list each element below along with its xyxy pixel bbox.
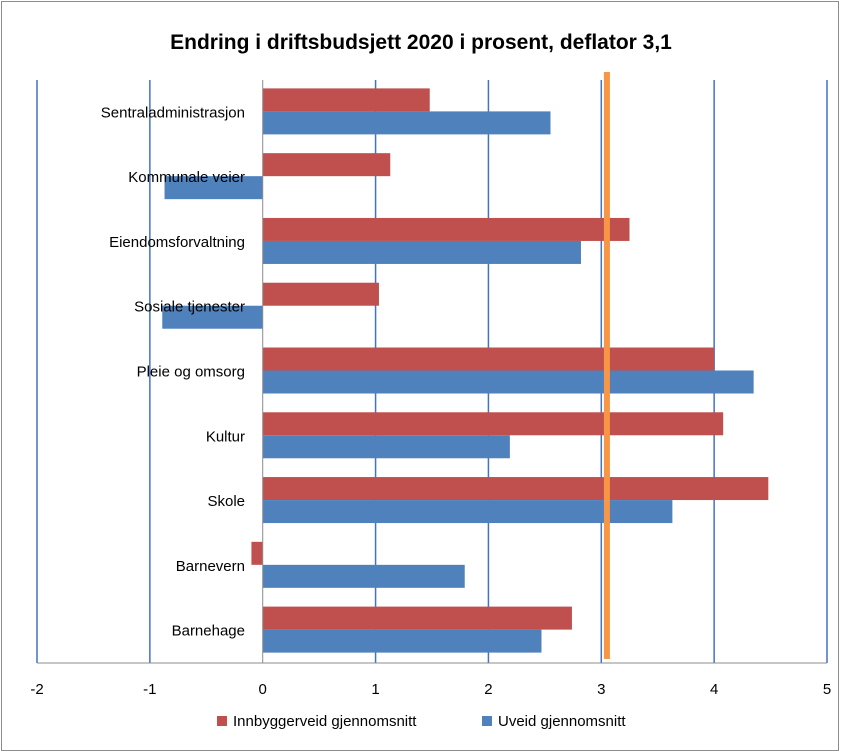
- bar-innbyggerveid: [262, 347, 715, 371]
- legend-swatch: [217, 716, 227, 726]
- bar-innbyggerveid: [262, 412, 724, 436]
- bar-innbyggerveid: [262, 88, 430, 112]
- x-tick-label: 3: [597, 681, 605, 698]
- bar-uveid: [262, 435, 510, 459]
- bar-uveid: [262, 111, 551, 135]
- axes: -2 -1 0 1 2 3 4 5 Sentraladministrasjon Kommunale…: [30, 80, 831, 698]
- bar-uveid: [262, 564, 465, 588]
- bar-innbyggerveid: [262, 606, 572, 630]
- bar-uveid: [262, 240, 581, 264]
- legend-label: Innbyggerveid gjennomsnitt: [233, 713, 417, 730]
- x-tick-label: -2: [30, 681, 43, 698]
- category-label: Barnevern: [176, 558, 245, 575]
- bar-innbyggerveid: [262, 153, 391, 177]
- x-tick-label: -1: [143, 681, 156, 698]
- x-tick-label: 2: [484, 681, 492, 698]
- category-label: Kultur: [206, 428, 245, 445]
- bar-innbyggerveid: [262, 217, 630, 241]
- category-label: Barnehage: [172, 623, 245, 640]
- x-tick-label: 0: [259, 681, 267, 698]
- bar-innbyggerveid: [251, 541, 263, 565]
- legend: Innbyggerveid gjennomsnitt Uveid gjennoms…: [217, 713, 626, 730]
- legend-label: Uveid gjennomsnitt: [498, 713, 626, 730]
- legend-swatch: [482, 716, 492, 726]
- category-label: Pleie og omsorg: [137, 364, 245, 381]
- chart-title: Endring i driftsbudsjett 2020 i prosent,…: [170, 31, 672, 54]
- bar-uveid: [262, 629, 542, 653]
- x-tick-label: 4: [710, 681, 718, 698]
- bar-innbyggerveid: [262, 477, 769, 501]
- bar-uveid: [262, 370, 754, 394]
- bars: [162, 88, 769, 653]
- x-tick-label: 5: [823, 681, 831, 698]
- bar-innbyggerveid: [262, 282, 379, 306]
- category-label: Kommunale veier: [128, 169, 245, 186]
- category-label: Sentraladministrasjon: [101, 104, 245, 121]
- x-tick-label: 1: [371, 681, 379, 698]
- bar-uveid: [164, 176, 263, 200]
- category-label: Eiendomsforvaltning: [109, 234, 245, 251]
- bar-uveid: [262, 500, 673, 524]
- category-label: Sosiale tjenester: [134, 299, 245, 316]
- category-label: Skole: [207, 493, 245, 510]
- bar-uveid: [162, 305, 263, 329]
